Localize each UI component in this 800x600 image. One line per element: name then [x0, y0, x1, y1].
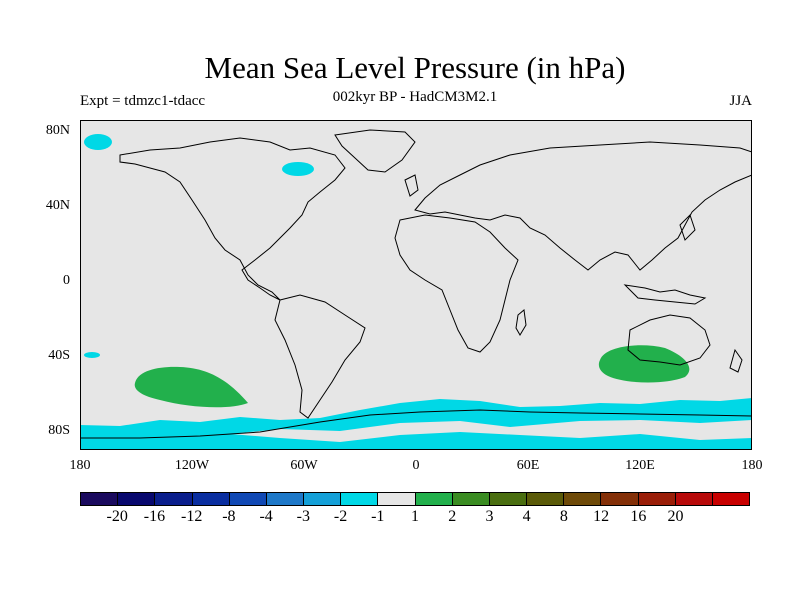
colorbar-label: -2 [333, 508, 348, 525]
colorbar-label: 2 [448, 508, 457, 525]
antarctica-coast [80, 409, 752, 439]
south-america-coast [274, 294, 366, 419]
map-frame [80, 120, 752, 450]
colorbar-cell [341, 493, 379, 505]
y-tick-40n: 40N [45, 198, 70, 213]
x-tick-120e: 120E [625, 458, 655, 473]
chart-title: Mean Sea Level Pressure (in hPa) [204, 50, 626, 85]
colorbar-cell [81, 493, 119, 505]
colorbar-label: 1 [411, 508, 419, 525]
colorbar-label: 4 [522, 508, 531, 525]
arctic-low-region [84, 134, 112, 150]
africa-coast [394, 214, 519, 353]
colorbar-cell [304, 493, 342, 505]
coastlines [80, 129, 752, 439]
colorbar-cell [489, 493, 528, 505]
japan-coast [679, 214, 696, 241]
antarctic-low-region-2 [230, 420, 752, 442]
colorbar-cell [601, 493, 639, 505]
colorbar-label: 16 [630, 508, 647, 525]
y-tick-0: 0 [63, 273, 70, 288]
colorbar-label: 12 [593, 508, 610, 525]
hudson-bay-low-region [282, 162, 314, 176]
y-tick-40s: 40S [48, 348, 70, 363]
colorbar-label: -12 [180, 508, 203, 525]
anomaly-shading [80, 134, 752, 450]
colorbar-cell [155, 493, 193, 505]
south-pacific-high-region [134, 366, 248, 408]
y-tick-80n: 80N [45, 123, 70, 138]
colorbar [80, 492, 750, 506]
indonesia-coast [623, 284, 707, 305]
colorbar-label: -16 [143, 508, 166, 525]
colorbar-label: 3 [485, 508, 494, 525]
new-zealand-coast [729, 348, 743, 373]
x-tick-120w: 120W [174, 458, 210, 473]
colorbar-label: -20 [106, 508, 128, 525]
world-map [80, 120, 752, 450]
colorbar-cell [675, 493, 713, 505]
colorbar-cell [378, 493, 416, 505]
colorbar-label: 20 [667, 508, 684, 525]
experiment-label: Expt = tdmzc1-tdacc [80, 93, 206, 109]
north-america-coast [119, 137, 346, 301]
madagascar-coast [515, 309, 527, 336]
y-tick-80s: 80S [48, 423, 70, 438]
colorbar-cell [118, 493, 156, 505]
australia-coast [627, 314, 711, 366]
x-tick-60e: 60E [516, 458, 540, 473]
colorbar-cell [229, 493, 267, 505]
colorbar-cell [712, 493, 750, 505]
greenland-coast [334, 129, 416, 173]
colorbar-cell [192, 493, 230, 505]
eurasia-coast [414, 141, 752, 271]
colorbar-label: 8 [559, 508, 568, 525]
colorbar-cell [564, 493, 602, 505]
colorbar-cell [415, 493, 453, 505]
x-tick-180e: 180 [741, 458, 763, 473]
season-label: JJA [729, 93, 752, 109]
x-tick-0: 0 [412, 458, 420, 473]
colorbar-label: -1 [371, 508, 385, 525]
colorbar-cell [638, 493, 676, 505]
colorbar-label: -8 [222, 508, 236, 525]
colorbar-cell [452, 493, 490, 505]
x-tick-180w: 180 [69, 458, 91, 473]
uk-coast [404, 174, 419, 197]
chart-subtitle: 002kyr BP - HadCM3M2.1 [332, 89, 498, 105]
colorbar-cell [527, 493, 565, 505]
x-tick-60w: 60W [290, 458, 318, 473]
colorbar-label: -3 [296, 508, 310, 525]
colorbar-label: -4 [259, 508, 273, 525]
southern-australia-high-region [598, 345, 690, 383]
south-pacific-low-spot [84, 352, 100, 358]
colorbar-cell [266, 493, 305, 505]
